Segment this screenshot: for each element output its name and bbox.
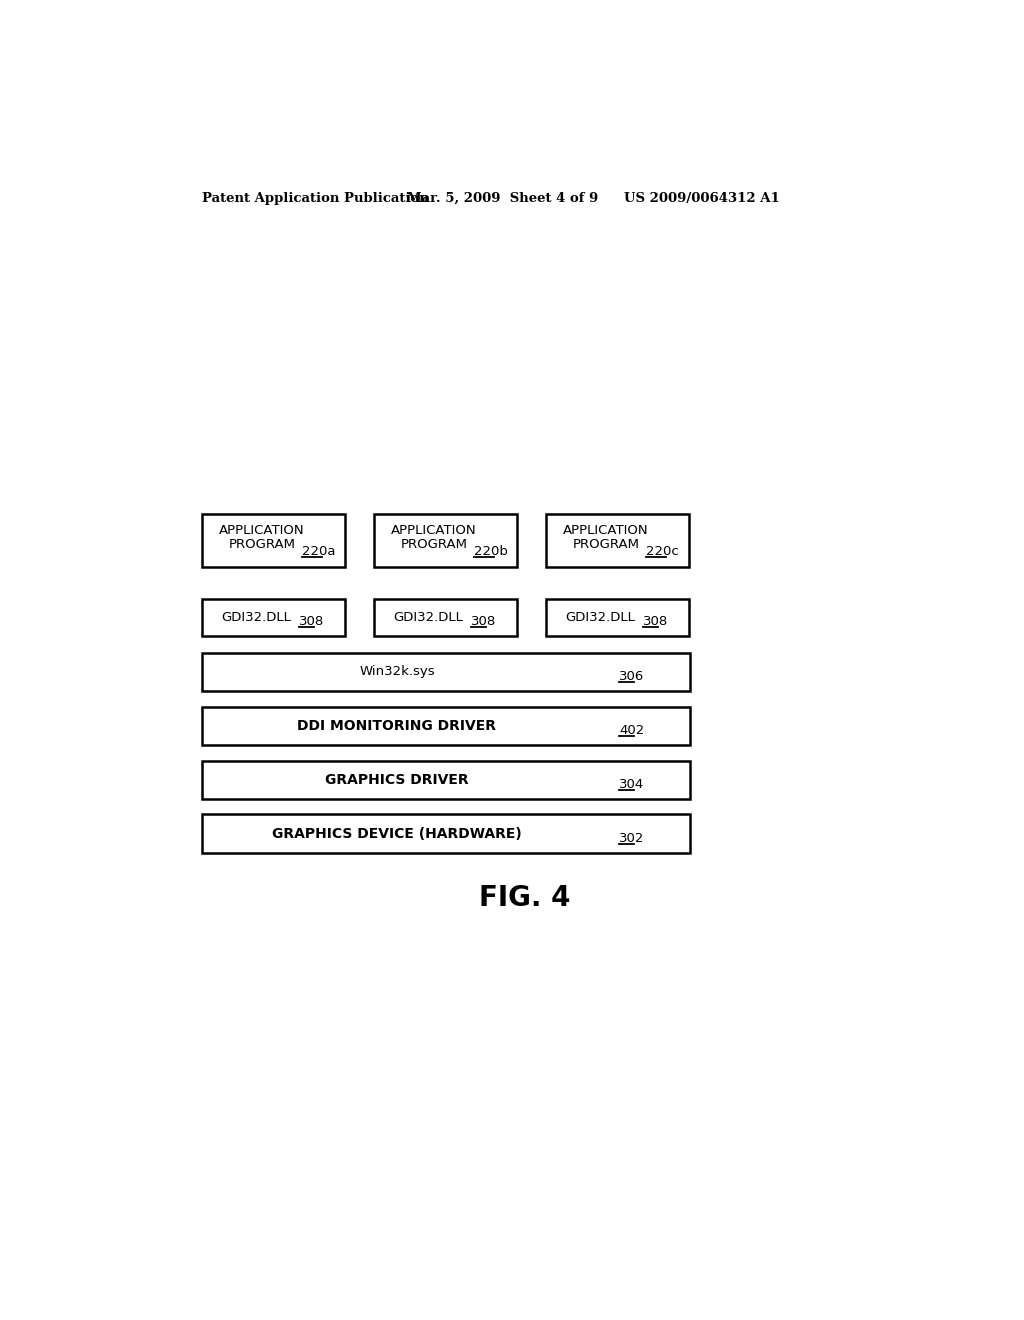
FancyBboxPatch shape xyxy=(202,599,345,636)
FancyBboxPatch shape xyxy=(374,515,517,566)
Text: US 2009/0064312 A1: US 2009/0064312 A1 xyxy=(624,191,779,205)
Text: APPLICATION: APPLICATION xyxy=(391,524,477,537)
Text: GRAPHICS DEVICE (HARDWARE): GRAPHICS DEVICE (HARDWARE) xyxy=(272,826,522,841)
Text: FIG. 4: FIG. 4 xyxy=(479,883,570,912)
Text: GDI32.DLL: GDI32.DLL xyxy=(221,611,291,624)
Text: APPLICATION: APPLICATION xyxy=(219,524,305,537)
FancyBboxPatch shape xyxy=(546,515,689,566)
Text: 308: 308 xyxy=(471,615,497,628)
Text: GDI32.DLL: GDI32.DLL xyxy=(393,611,463,624)
Text: 220c: 220c xyxy=(646,545,679,558)
Text: PROGRAM: PROGRAM xyxy=(228,539,295,550)
Text: GRAPHICS DRIVER: GRAPHICS DRIVER xyxy=(325,772,469,787)
Text: 402: 402 xyxy=(620,723,644,737)
FancyBboxPatch shape xyxy=(202,706,690,744)
Text: Patent Application Publication: Patent Application Publication xyxy=(202,191,428,205)
FancyBboxPatch shape xyxy=(202,515,345,566)
Text: DDI MONITORING DRIVER: DDI MONITORING DRIVER xyxy=(297,719,497,733)
FancyBboxPatch shape xyxy=(202,653,690,692)
Text: PROGRAM: PROGRAM xyxy=(400,539,467,550)
Text: Win32k.sys: Win32k.sys xyxy=(359,665,435,678)
Text: GDI32.DLL: GDI32.DLL xyxy=(565,611,635,624)
Text: 302: 302 xyxy=(620,832,644,845)
Text: Mar. 5, 2009  Sheet 4 of 9: Mar. 5, 2009 Sheet 4 of 9 xyxy=(407,191,598,205)
Text: 220b: 220b xyxy=(474,545,508,558)
Text: 308: 308 xyxy=(643,615,669,628)
FancyBboxPatch shape xyxy=(546,599,689,636)
Text: 308: 308 xyxy=(299,615,325,628)
Text: 304: 304 xyxy=(620,777,644,791)
FancyBboxPatch shape xyxy=(202,760,690,799)
FancyBboxPatch shape xyxy=(202,814,690,853)
Text: 220a: 220a xyxy=(302,545,336,558)
Text: APPLICATION: APPLICATION xyxy=(563,524,649,537)
FancyBboxPatch shape xyxy=(374,599,517,636)
Text: 306: 306 xyxy=(620,671,644,684)
Text: PROGRAM: PROGRAM xyxy=(572,539,639,550)
